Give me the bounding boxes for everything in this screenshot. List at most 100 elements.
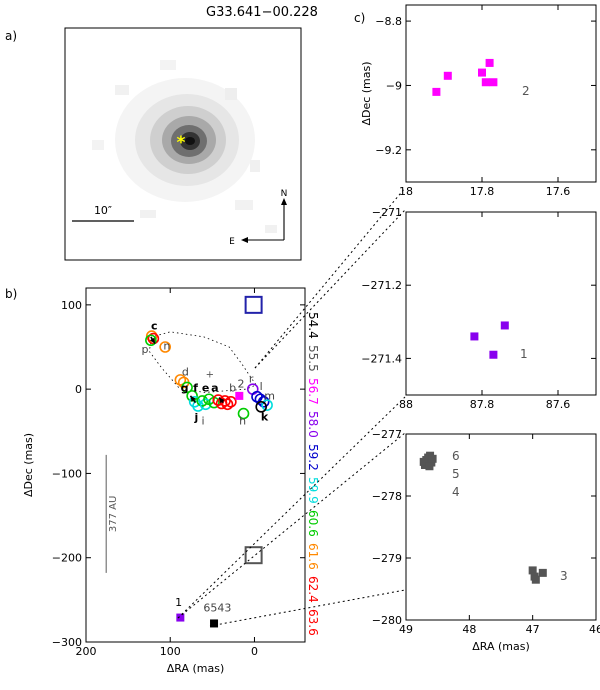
legend-v59-2: 59.2 <box>306 444 320 471</box>
maser-spot <box>181 381 193 394</box>
spot-label: d <box>182 366 189 379</box>
compass-e-label: E <box>229 237 235 247</box>
maser-feature-square <box>531 575 540 584</box>
x-tick-label: 200 <box>76 645 97 658</box>
y-tick-label: −100 <box>52 467 82 480</box>
panel-b-plot: 200 100 0 100 0 −100 −200 −300 ΔRA (mas) ΔDec (ma… <box>22 287 306 675</box>
axes-frame <box>405 4 597 183</box>
y-tick-label: −200 <box>52 552 82 565</box>
center-plus-marker: + <box>206 369 214 380</box>
panel-c3-plot: 49 48 47 46 −277 −278 −279 −280 ΔRA (mas) 6 5 4 3 <box>372 428 600 653</box>
legend-v62-4: 62.4 <box>306 576 320 603</box>
legend-v55-5: 55.5 <box>306 345 320 372</box>
maser-feature-square <box>478 68 486 77</box>
maser-spot <box>159 341 171 353</box>
spot-label: f <box>193 382 198 395</box>
emission-blob <box>92 60 277 233</box>
spot-label: a <box>211 382 218 395</box>
maser-feature-square <box>489 350 498 359</box>
legend-v60-6: 60.6 <box>306 510 320 537</box>
spot-label: c <box>151 319 158 332</box>
proper-motion-arrow-head <box>190 395 196 402</box>
panel-label-a: a) <box>5 29 17 43</box>
legend-v58-0: 58.0 <box>306 411 320 438</box>
y-tick-label: −271.4 <box>361 352 402 365</box>
maser-feature-square <box>528 566 537 575</box>
au-scale-bar-label: 377 AU <box>108 496 119 532</box>
x-tick-label: 17.6 <box>546 185 571 198</box>
maser-spot <box>254 393 267 406</box>
spot-label: n <box>163 340 170 353</box>
panel-label-b: b) <box>5 287 17 301</box>
proper-motion-arrow-head <box>149 337 156 344</box>
spot-label: l <box>260 380 263 393</box>
spot-label: h <box>239 415 246 428</box>
maser-spot <box>174 374 187 386</box>
y-tick-label: 0 <box>75 383 82 396</box>
y-tick-label: −8.8 <box>375 15 402 28</box>
proper-motion-arrow-head <box>219 397 225 404</box>
spot-label: 1 <box>175 596 182 609</box>
spot-label: e <box>202 382 209 395</box>
maser-spot <box>221 398 234 411</box>
compass: N E <box>229 189 287 247</box>
maser-feature-square <box>432 87 441 96</box>
maser-feature-square <box>481 78 490 87</box>
spot-label: r <box>249 372 254 385</box>
y-tick-label: −277 <box>372 428 402 441</box>
x-tick-label: 0 <box>251 645 258 658</box>
maser-spot <box>147 332 160 345</box>
y-axis-label: ΔDec (mas) <box>22 433 35 497</box>
x-tick-label: 18 <box>399 185 413 198</box>
maser-feature-square <box>419 457 428 466</box>
open-square-marker <box>244 295 263 314</box>
star-icon: * <box>177 133 186 153</box>
maser-feature-square <box>424 453 433 462</box>
spot-label: i <box>202 415 205 428</box>
spot-label: m <box>264 389 275 402</box>
y-tick-label: −9 <box>386 79 402 92</box>
axes-frame <box>85 287 306 643</box>
maser-feature-square <box>425 462 434 471</box>
x-tick-label: 100 <box>160 645 181 658</box>
maser-feature-square <box>485 58 494 67</box>
maser-feature-square <box>470 332 479 341</box>
y-tick-label: −271 <box>372 206 402 219</box>
panel-c2-plot: 88 87.8 87.6 −271 −271.2 −271.4 1 <box>361 206 597 411</box>
figure-title: G33.641−00.228 <box>206 5 318 20</box>
spot-label: 2 <box>237 377 244 390</box>
open-square-marker <box>244 546 263 565</box>
feature-label-2: 2 <box>522 84 530 98</box>
panel-c1-plot: 18 17.8 17.6 −8.8 −9 −9.2 ΔDec (mas) 2 <box>360 4 597 198</box>
x-tick-label: 88 <box>399 398 413 411</box>
maser-spot <box>145 334 157 347</box>
maser-spot <box>261 399 273 411</box>
spot-label: k <box>261 410 269 423</box>
feature-label-5: 5 <box>452 467 460 481</box>
x-axis-label: ΔRA (mas) <box>167 662 225 675</box>
maser-feature-square <box>538 568 547 577</box>
y-tick-label: 100 <box>61 299 82 312</box>
feature-label-1: 1 <box>520 347 528 361</box>
maser-spot <box>246 383 259 395</box>
maser-spot <box>225 395 237 408</box>
x-tick-label: 87.8 <box>470 398 495 411</box>
maser-feature-square <box>500 321 509 330</box>
zoom-connectors <box>177 187 406 627</box>
maser-spot <box>196 395 209 407</box>
y-tick-label: −278 <box>372 490 402 503</box>
filled-marker <box>210 619 219 628</box>
y-tick-label: −271.2 <box>361 279 402 292</box>
y-tick-label: −9.2 <box>375 144 402 157</box>
x-tick-label: 17.8 <box>470 185 495 198</box>
spot-label: p <box>141 343 148 356</box>
x-tick-label: 48 <box>462 623 476 636</box>
spot-label: b <box>229 382 236 395</box>
maser-spot <box>255 401 268 413</box>
panel-a-image: * 10″ N E <box>64 27 302 261</box>
filled-marker <box>176 613 185 622</box>
spot-label: g <box>181 382 189 395</box>
x-tick-label: 47 <box>526 623 540 636</box>
legend-v54-4: 54.4 <box>306 312 320 339</box>
x-tick-label: 49 <box>399 623 413 636</box>
